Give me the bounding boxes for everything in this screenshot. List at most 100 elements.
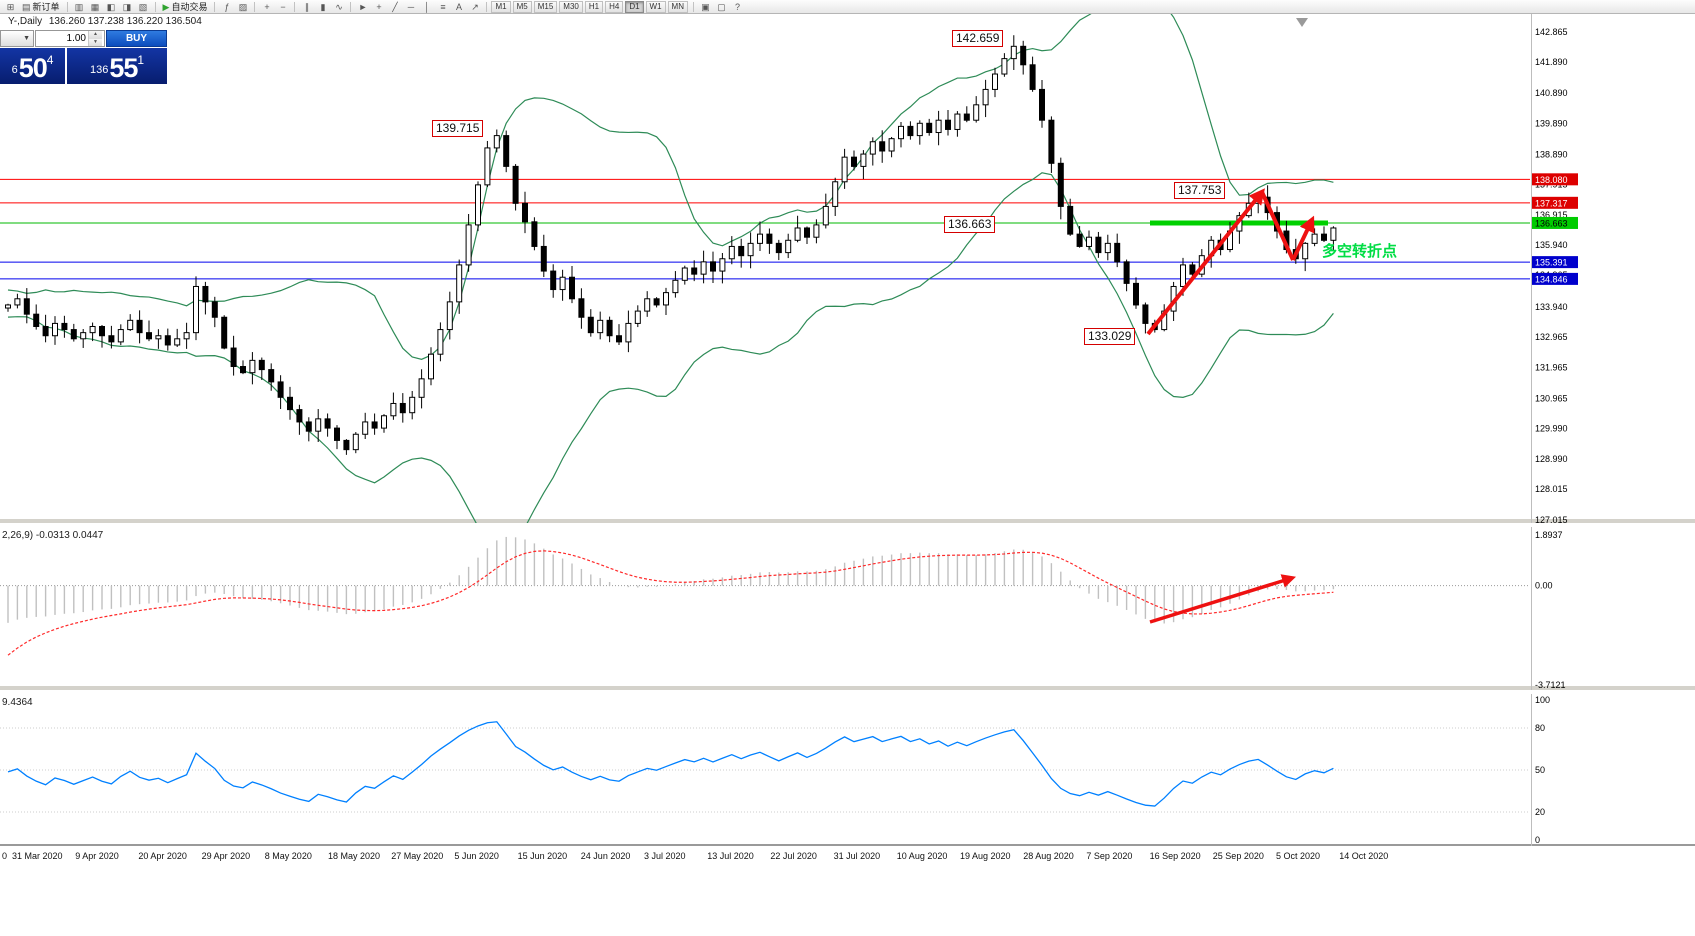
strategy-tester-icon[interactable]: ▧ — [136, 1, 151, 13]
axis-price-tag — [1532, 173, 1578, 186]
date-label: 3 Jul 2020 — [644, 851, 686, 861]
svg-text:132.965: 132.965 — [1535, 332, 1568, 342]
price-label-annotation[interactable]: 142.659 — [952, 30, 1004, 47]
crosshair-icon: + — [376, 1, 382, 12]
fibonacci-icon: ≡ — [440, 1, 446, 12]
fullscreen-icon[interactable]: ▢ — [714, 1, 729, 13]
trend-arrow[interactable] — [1260, 191, 1295, 261]
timeframe-button-d1[interactable]: D1 — [625, 0, 644, 13]
stepper-down-icon[interactable]: ▼ — [89, 38, 102, 46]
svg-text:0.00: 0.00 — [1535, 581, 1553, 591]
rsi-indicator-panel[interactable]: 100 80 50 20 0 — [0, 694, 1695, 846]
zoom-in-icon[interactable]: + — [259, 1, 274, 13]
navigator-icon[interactable]: ◧ — [104, 1, 119, 13]
timeframe-button-m5[interactable]: M5 — [512, 0, 532, 13]
axis-price-tag — [1532, 216, 1578, 229]
rsi-line — [7, 721, 1334, 807]
macd-canvas[interactable]: 1.8937 0.00 -3.7121 — [0, 527, 1695, 690]
crosshair-icon[interactable]: + — [371, 1, 386, 13]
vertical-line-icon[interactable]: │ — [419, 1, 434, 13]
date-label: 31 Mar 2020 — [12, 851, 63, 861]
svg-text:135.391: 135.391 — [1535, 258, 1568, 268]
templates-icon[interactable]: ▨ — [235, 1, 250, 13]
horizontal-line-icon[interactable]: ─ — [403, 1, 418, 13]
trend-arrow[interactable] — [1291, 215, 1315, 261]
toolbar-separator — [66, 1, 68, 12]
bar-chart-icon[interactable]: ∥ — [299, 1, 314, 13]
fibonacci-icon[interactable]: ≡ — [435, 1, 450, 13]
trade-options-dropdown[interactable]: ▼ — [0, 30, 34, 47]
turning-point-annotation[interactable]: 多空转折点 — [1322, 242, 1398, 260]
candlestick-series — [5, 35, 1337, 455]
date-label: 28 Aug 2020 — [1023, 851, 1074, 861]
price-label-annotation[interactable]: 137.753 — [1174, 182, 1226, 199]
timeframe-button-m15[interactable]: M15 — [533, 0, 558, 13]
price-label-annotation[interactable]: 136.663 — [944, 216, 996, 233]
help-icon[interactable]: ? — [730, 1, 745, 13]
timeframe-button-w1[interactable]: W1 — [645, 0, 666, 13]
price-chart-panel[interactable]: 142.865141.890140.890139.890138.890137.9… — [0, 0, 1695, 550]
tile-windows-icon[interactable]: ▣ — [698, 1, 713, 13]
date-label: 13 Jul 2020 — [707, 851, 754, 861]
svg-text:140.890: 140.890 — [1535, 88, 1568, 98]
timeframe-button-m1[interactable]: M1 — [491, 0, 511, 13]
candlestick-chart-icon[interactable]: ▮ — [315, 1, 330, 13]
svg-text:138.890: 138.890 — [1535, 149, 1568, 159]
arrow-object-icon: ↗ — [471, 1, 479, 12]
date-label: 14 Oct 2020 — [1339, 851, 1389, 861]
svg-text:1.8937: 1.8937 — [1535, 530, 1563, 540]
svg-text:0: 0 — [1535, 835, 1540, 845]
stepper-up-icon[interactable]: ▲ — [89, 31, 102, 39]
date-label: 10 Aug 2020 — [896, 851, 948, 861]
market-watch-icon[interactable]: ▥ — [72, 1, 87, 13]
macd-indicator-panel[interactable]: 1.8937 0.00 -3.7121 — [0, 527, 1695, 690]
bollinger-upper-band — [7, 0, 1334, 360]
arrow-object-icon[interactable]: ↗ — [467, 1, 482, 13]
axis-price-tag — [1532, 272, 1578, 285]
autotrading-button[interactable]: ▶ 自动交易 — [160, 1, 211, 14]
toolbar-separator — [154, 1, 156, 12]
momentum-arrow[interactable] — [1149, 574, 1297, 624]
new-chart-icon[interactable]: ⊞ — [3, 1, 18, 13]
volume-stepper[interactable]: ▲ ▼ — [88, 31, 102, 46]
sell-price-display[interactable]: 6 50 4 — [0, 48, 65, 84]
text-label-icon[interactable]: A — [451, 1, 466, 13]
svg-text:138.080: 138.080 — [1535, 175, 1568, 185]
timeframe-button-mn[interactable]: MN — [667, 0, 688, 13]
date-label: 0 — [2, 851, 8, 861]
indicators-icon[interactable]: ƒ — [219, 1, 234, 13]
terminal-icon[interactable]: ◨ — [120, 1, 135, 13]
svg-text:135.940: 135.940 — [1535, 240, 1568, 250]
date-label: 7 Sep 2020 — [1086, 851, 1133, 861]
cursor-icon[interactable]: ► — [355, 1, 370, 13]
new-order-button[interactable]: ▤ 新订单 — [19, 1, 63, 14]
buy-button[interactable]: BUY — [106, 30, 167, 47]
trend-arrow[interactable] — [1146, 188, 1266, 336]
date-label: 8 May 2020 — [264, 851, 312, 861]
line-chart-icon[interactable]: ∿ — [331, 1, 346, 13]
price-chart-canvas[interactable]: 142.865141.890140.890139.890138.890137.9… — [0, 0, 1695, 550]
volume-input[interactable] — [36, 31, 88, 46]
axis-price-tag — [1532, 256, 1578, 269]
rsi-canvas[interactable]: 100 80 50 20 0 — [0, 694, 1695, 846]
svg-text:142.865: 142.865 — [1535, 27, 1568, 37]
timeframe-button-h1[interactable]: H1 — [584, 0, 604, 13]
autotrading-icon: ▶ — [162, 1, 170, 12]
date-label: 24 Jun 2020 — [580, 851, 631, 861]
help-icon: ? — [734, 1, 740, 12]
date-label: 31 Jul 2020 — [833, 851, 881, 861]
trendline-icon[interactable]: ╱ — [387, 1, 402, 13]
svg-text:134.846: 134.846 — [1535, 274, 1568, 284]
timeframe-button-m30[interactable]: M30 — [559, 0, 583, 13]
data-window-icon[interactable]: ▦ — [88, 1, 103, 13]
new-order-icon: ▤ — [22, 1, 31, 12]
zoom-out-icon[interactable]: − — [275, 1, 290, 13]
price-label-annotation[interactable]: 133.029 — [1084, 328, 1136, 345]
candlestick-chart-icon: ▮ — [320, 1, 326, 12]
new-chart-icon: ⊞ — [6, 1, 15, 12]
timeframe-button-h4[interactable]: H4 — [605, 0, 624, 13]
macd-histogram — [7, 536, 1335, 624]
buy-price-display[interactable]: 136 55 1 — [67, 48, 167, 84]
price-label-annotation[interactable]: 139.715 — [432, 120, 484, 137]
